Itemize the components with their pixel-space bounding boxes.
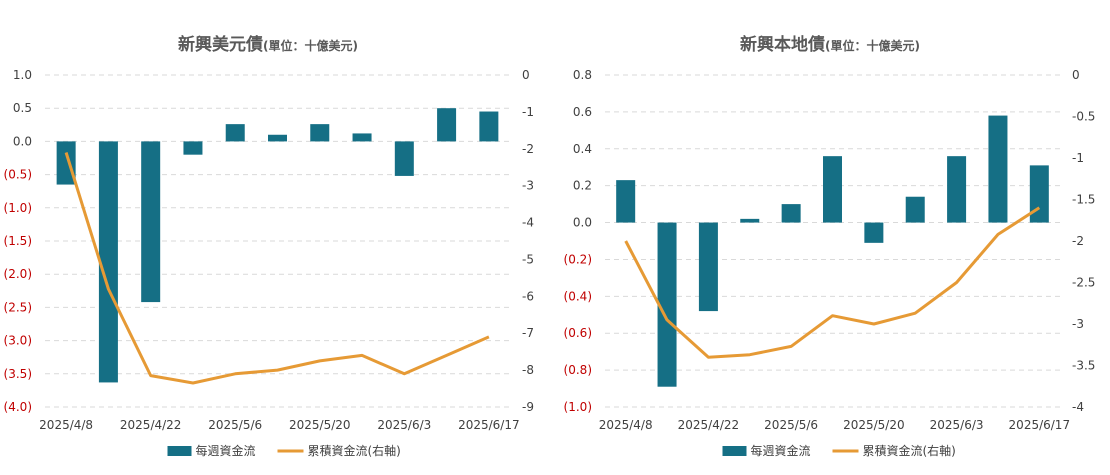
- x-tick-label: 2025/4/8: [599, 418, 653, 432]
- bar: [141, 141, 161, 303]
- bar: [864, 222, 884, 243]
- bar: [225, 124, 245, 142]
- chart-title-main: 新興美元債: [178, 34, 263, 55]
- y2-tick-label: -2: [522, 142, 534, 156]
- y2-tick-label: -3: [1072, 317, 1084, 331]
- y2-tick-label: -1: [1072, 151, 1084, 165]
- y-tick-label: 0.0: [13, 134, 32, 148]
- y-tick-label: (4.0): [4, 400, 32, 414]
- y-tick-label: (3.5): [4, 367, 32, 381]
- x-tick-label: 2025/6/3: [377, 418, 431, 432]
- chart-title: 新興本地債(單位：十億美元): [740, 34, 920, 55]
- x-tick-label: 2025/5/20: [289, 418, 351, 432]
- y-tick-label: (0.5): [4, 168, 32, 182]
- bar: [479, 111, 499, 142]
- bar: [268, 134, 287, 142]
- x-tick-label: 2025/5/6: [208, 418, 262, 432]
- y2-tick-label: -0.5: [1072, 110, 1095, 124]
- y-tick-label: (0.2): [564, 252, 592, 266]
- bar: [310, 124, 330, 142]
- bar: [781, 204, 801, 223]
- y-tick-label: (2.0): [4, 267, 32, 281]
- x-tick-label: 2025/6/17: [1009, 418, 1071, 432]
- bar: [947, 156, 967, 223]
- y-tick-label: (0.4): [564, 289, 592, 303]
- x-tick-label: 2025/4/22: [678, 418, 740, 432]
- bar: [437, 108, 457, 142]
- bar: [98, 141, 118, 383]
- y2-tick-label: -1: [522, 105, 534, 119]
- chart-emerging-usd-bonds: 新興美元債(單位：十億美元) 1.0 0.5 0.0 (0.5) (1.0) (1.5) (2…: [4, 34, 534, 458]
- y2-tick-label: 0: [1072, 68, 1080, 82]
- y-tick-label: 0.5: [13, 101, 32, 115]
- bar: [394, 141, 414, 176]
- y2-tick-label: -2.5: [1072, 276, 1095, 290]
- x-tick-label: 2025/5/20: [843, 418, 905, 432]
- bar: [616, 180, 636, 223]
- legend: 每週資金流 累積資金流(右軸): [167, 443, 401, 458]
- chart-title: 新興美元債(單位：十億美元): [178, 34, 358, 55]
- y-tick-label: 1.0: [13, 68, 32, 82]
- legend-label-weekly: 每週資金流: [751, 443, 811, 458]
- y2-tick-label: -1.5: [1072, 193, 1095, 207]
- bar: [988, 115, 1008, 223]
- x-tick-label: 2025/6/17: [458, 418, 520, 432]
- y-tick-label: (2.5): [4, 300, 32, 314]
- x-tick-label: 2025/6/3: [930, 418, 984, 432]
- y2-tick-label: -9: [522, 400, 534, 414]
- bar: [740, 218, 760, 223]
- legend-swatch-bar: [167, 446, 192, 456]
- chart-emerging-local-bonds: 新興本地債(單位：十億美元) 0.8 0.6 0.4 0.2 0.0 (0.2) (0.4) (…: [564, 34, 1096, 458]
- y2-tick-label: -2: [1072, 234, 1084, 248]
- chart-panel-emerging-usd-bonds: 新興美元債(單位：十億美元) 1.0 0.5 0.0 (0.5) (1.0) (1.5) (2…: [4, 34, 534, 458]
- bar: [56, 141, 76, 185]
- y2-tick-label: -3.5: [1072, 359, 1095, 373]
- x-tick-label: 2025/5/6: [764, 418, 818, 432]
- y2-tick-label: -4: [522, 216, 534, 230]
- legend: 每週資金流 累積資金流(右軸): [722, 443, 956, 458]
- y-tick-label: 0.2: [573, 179, 592, 193]
- legend-label-cumulative: 累積資金流(右軸): [308, 443, 401, 458]
- bar: [183, 141, 203, 155]
- y-tick-label: 0.8: [573, 68, 592, 82]
- y2-tick-label: 0: [522, 68, 530, 82]
- bar: [823, 156, 842, 223]
- bar: [1029, 165, 1049, 223]
- bar: [657, 222, 677, 387]
- y-tick-label: (0.6): [564, 326, 592, 340]
- legend-label-weekly: 每週資金流: [196, 443, 256, 458]
- chart-title-unit: (單位：十億美元): [825, 38, 920, 53]
- y-tick-label: (3.0): [4, 334, 32, 348]
- y2-tick-label: -8: [522, 363, 534, 377]
- series-line-cumulative: [64, 152, 490, 385]
- bar: [352, 133, 372, 142]
- y2-tick-label: -7: [522, 326, 534, 340]
- y2-tick-label: -4: [1072, 400, 1084, 414]
- bar: [905, 196, 925, 223]
- y-tick-label: 0.0: [573, 216, 592, 230]
- y-tick-label: (0.8): [564, 363, 592, 377]
- legend-swatch-bar: [722, 446, 747, 456]
- y-tick-label: (1.5): [4, 234, 32, 248]
- chart-title-main: 新興本地債: [740, 34, 825, 55]
- chart-title-unit: (單位：十億美元): [263, 38, 358, 53]
- x-tick-label: 2025/4/8: [39, 418, 93, 432]
- y2-tick-label: -6: [522, 289, 534, 303]
- y2-tick-label: -5: [522, 252, 534, 266]
- legend-label-cumulative: 累積資金流(右軸): [863, 443, 956, 458]
- x-tick-label: 2025/4/22: [120, 418, 182, 432]
- y-tick-label: (1.0): [4, 201, 32, 215]
- y-tick-label: 0.4: [573, 142, 592, 156]
- y-tick-label: 0.6: [573, 105, 592, 119]
- y2-tick-label: -3: [522, 179, 534, 193]
- y-tick-label: (1.0): [564, 400, 592, 414]
- series-line-cumulative: [624, 206, 1041, 359]
- bar: [698, 222, 718, 312]
- chart-panel-emerging-local-bonds: 新興本地債(單位：十億美元) 0.8 0.6 0.4 0.2 0.0 (0.2) (0.4) (…: [555, 0, 1110, 475]
